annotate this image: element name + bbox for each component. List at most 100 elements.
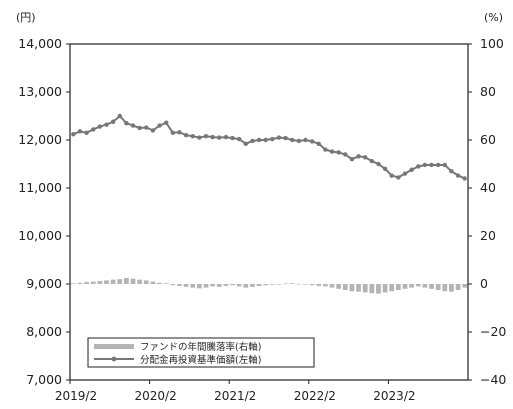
bar (117, 279, 122, 284)
nav-point (403, 171, 407, 175)
bar (190, 284, 195, 288)
nav-point (423, 163, 427, 167)
right-tick-label: 60 (480, 132, 496, 147)
bar (456, 284, 461, 290)
bar (296, 284, 301, 285)
nav-point (157, 123, 161, 127)
nav-point (184, 133, 188, 137)
bar (177, 284, 182, 286)
nav-point (390, 173, 394, 177)
nav-point (144, 125, 148, 129)
bar (403, 284, 408, 289)
nav-point (376, 162, 380, 166)
nav-point (131, 123, 135, 127)
bar (78, 283, 83, 284)
bar (131, 279, 136, 284)
left-tick-label: 9,000 (26, 276, 62, 291)
nav-point (323, 147, 327, 151)
left-tick-label: 12,000 (18, 132, 62, 147)
nav-point (98, 124, 102, 128)
bar (462, 284, 467, 288)
nav-point (177, 130, 181, 134)
nav-point (270, 137, 274, 141)
nav-point (230, 136, 234, 140)
nav-point (217, 135, 221, 139)
bar (164, 283, 169, 284)
nav-point (118, 114, 122, 118)
nav-point (111, 120, 115, 124)
nav-point (370, 159, 374, 163)
nav-point (330, 149, 334, 153)
x-tick-label: 2019/2 (55, 389, 97, 403)
nav-point (151, 128, 155, 132)
legend-label-bar: ファンドの年間騰落率(右軸) (140, 341, 261, 353)
bar (184, 284, 189, 287)
nav-point (449, 169, 453, 173)
nav-point (250, 139, 254, 143)
bar (250, 284, 255, 287)
nav-point (317, 142, 321, 146)
bar (170, 284, 175, 285)
bar (237, 284, 242, 286)
bar (84, 282, 89, 284)
bar (436, 284, 441, 290)
nav-point (104, 122, 108, 126)
nav-point (244, 142, 248, 146)
bar (111, 280, 116, 284)
bar (409, 284, 414, 288)
right-tick-label: 40 (480, 180, 496, 195)
nav-point (237, 137, 241, 141)
right-tick-label: 100 (480, 36, 504, 51)
x-tick-label: 2023/2 (373, 389, 415, 403)
left-tick-label: 7,000 (26, 372, 62, 387)
bar (323, 284, 328, 286)
nav-point (303, 138, 307, 142)
bar (210, 284, 215, 286)
nav-point (436, 163, 440, 167)
bar (303, 284, 308, 285)
bar (356, 284, 361, 292)
bar (330, 284, 335, 288)
plot-frame (70, 44, 468, 380)
bars-layer (71, 278, 467, 294)
nav-point (336, 150, 340, 154)
line-layer (71, 114, 467, 181)
nav-point (462, 176, 466, 180)
legend: ファンドの年間騰落率(右軸)分配金再投資基準価額(左軸) (88, 338, 314, 367)
bar (137, 280, 142, 284)
nav-point (191, 134, 195, 138)
nav-point (356, 154, 360, 158)
nav-point (297, 139, 301, 143)
bar (124, 278, 129, 284)
bar (429, 284, 434, 289)
bar (217, 284, 222, 287)
bar (336, 284, 341, 289)
bar (376, 284, 381, 294)
nav-point (310, 139, 314, 143)
x-tick-label: 2022/2 (294, 389, 336, 403)
nav-point (350, 157, 354, 161)
nav-point (396, 175, 400, 179)
nav-point (290, 138, 294, 142)
bar (350, 284, 355, 291)
bar (290, 283, 295, 284)
bar (277, 284, 282, 285)
nav-point (443, 163, 447, 167)
bar (243, 284, 248, 288)
right-axis-unit: (%) (484, 11, 503, 24)
nav-point (124, 121, 128, 125)
bar (369, 284, 374, 293)
bar (223, 284, 228, 286)
nav-point (137, 126, 141, 130)
right-tick-label: 20 (480, 228, 496, 243)
legend-label-line: 分配金再投資基準価額(左軸) (140, 354, 261, 366)
nav-point (409, 168, 413, 172)
nav-point (383, 167, 387, 171)
bar (151, 282, 156, 284)
nav-point (363, 155, 367, 159)
nav-point (171, 131, 175, 135)
nav-point (164, 121, 168, 125)
nav-point (84, 131, 88, 135)
